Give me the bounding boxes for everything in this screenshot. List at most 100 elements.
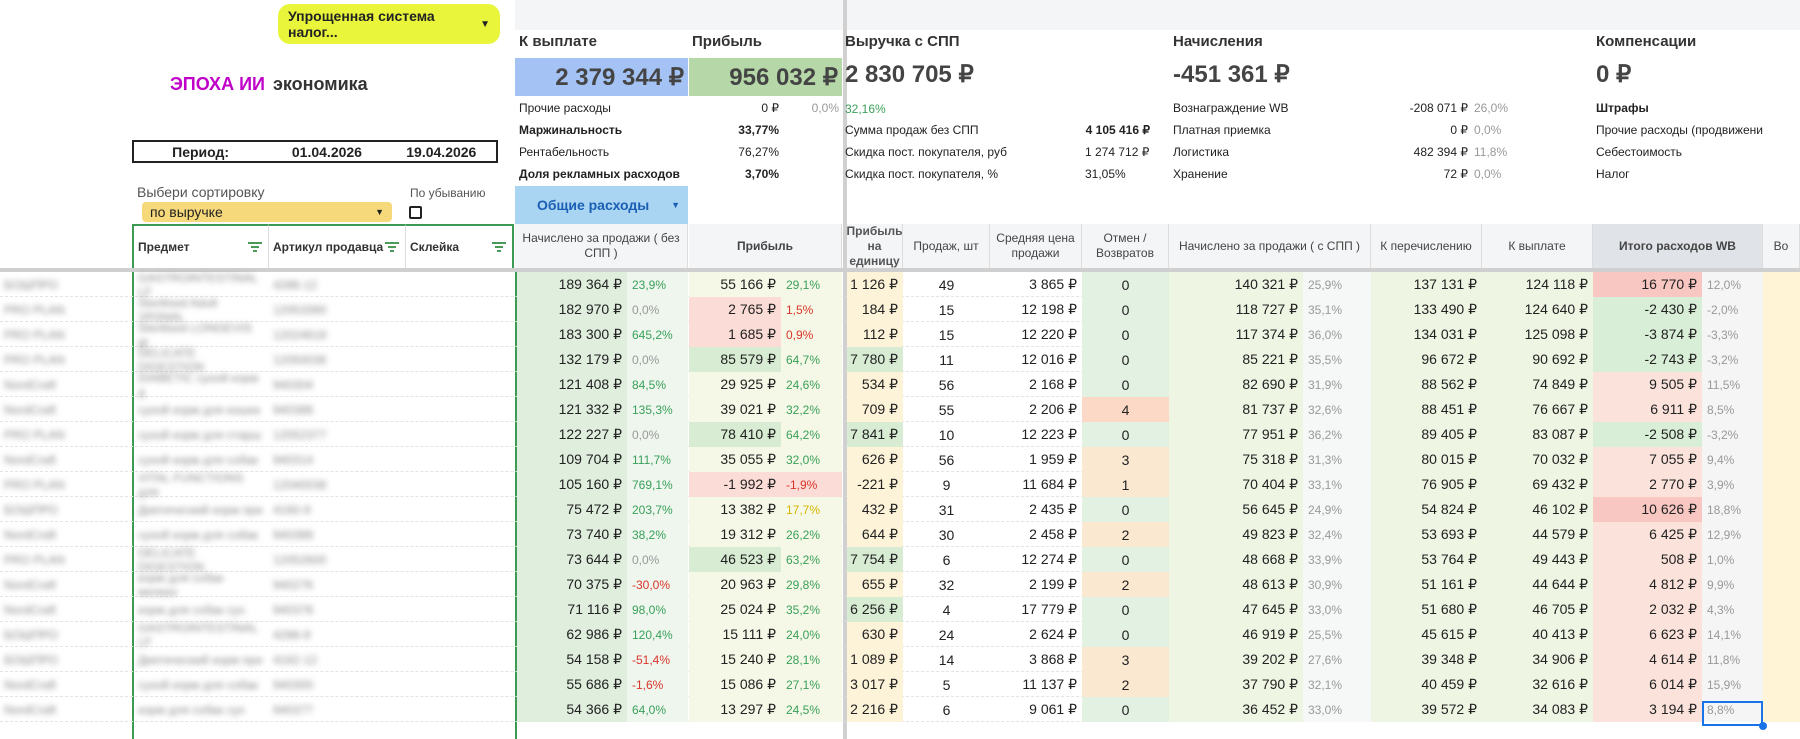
- cell-sales[interactable]: 6: [942, 551, 951, 568]
- cell-accrued-pct[interactable]: 203,7%: [627, 497, 688, 522]
- cell-article[interactable]: корм для собак сух: [138, 702, 245, 717]
- cell-subject[interactable]: БОШПРО: [4, 627, 58, 642]
- cell-glue[interactable]: 4162-12: [273, 652, 318, 667]
- cell-transfer[interactable]: 134 031 ₽: [1371, 322, 1482, 347]
- cell-subject[interactable]: PRO PLAN: [4, 327, 65, 342]
- cell-avg-price[interactable]: 12 223 ₽: [1021, 426, 1077, 442]
- cell-accrued-pct[interactable]: 64,0%: [627, 697, 688, 722]
- cell-accrued-spp[interactable]: 36 452 ₽: [1169, 697, 1303, 722]
- cell-wb-total[interactable]: 4 614 ₽: [1593, 647, 1702, 672]
- sort-select[interactable]: по выручке ▼: [142, 202, 392, 222]
- cell-transfer[interactable]: 88 451 ₽: [1371, 397, 1482, 422]
- col-wb-total[interactable]: Итого расходов WB: [1593, 224, 1763, 268]
- cell-avg-price[interactable]: 2 206 ₽: [1029, 401, 1077, 417]
- cell-transfer[interactable]: 54 824 ₽: [1371, 497, 1482, 522]
- cell-subject[interactable]: NordCraft: [4, 377, 57, 392]
- cell-glue[interactable]: 940314: [273, 452, 314, 467]
- cell-wb-pct[interactable]: 18,8%: [1702, 497, 1763, 522]
- cell-accrued-spp[interactable]: 48 613 ₽: [1169, 572, 1303, 597]
- cell-glue[interactable]: 4160-9: [273, 502, 311, 517]
- cell-glue[interactable]: 940378: [273, 602, 314, 617]
- cell-profit[interactable]: 39 021 ₽: [689, 397, 781, 422]
- cell-accrued-pct[interactable]: 0,0%: [627, 547, 688, 572]
- cell-unit-profit[interactable]: 3 017 ₽: [847, 672, 903, 697]
- cell-wb-pct[interactable]: 1,0%: [1702, 547, 1763, 572]
- cell-accrued-spp[interactable]: 46 919 ₽: [1169, 622, 1303, 647]
- cell-more[interactable]: [1763, 472, 1800, 497]
- cell-transfer[interactable]: 39 348 ₽: [1371, 647, 1482, 672]
- cell-more[interactable]: [1763, 347, 1800, 372]
- tax-system-select[interactable]: Упрощенная система налог... ▼: [278, 4, 500, 44]
- cell-more[interactable]: [1763, 572, 1800, 597]
- cell-accrued[interactable]: 121 408 ₽: [517, 372, 627, 397]
- cell-more[interactable]: [1763, 322, 1800, 347]
- col-glue[interactable]: Склейка: [406, 224, 514, 268]
- cell-glue[interactable]: 940304: [273, 377, 314, 392]
- cell-accrued-spp[interactable]: 117 374 ₽: [1169, 322, 1303, 347]
- cell-payout[interactable]: 70 032 ₽: [1482, 447, 1593, 472]
- cell-avg-price[interactable]: 12 220 ₽: [1021, 326, 1077, 342]
- cell-accrued[interactable]: 182 970 ₽: [517, 297, 627, 322]
- cell-accrued-pct[interactable]: -1,6%: [627, 672, 688, 697]
- cell-glue[interactable]: 12052600: [273, 552, 327, 567]
- cell-avg-price[interactable]: 11 684 ₽: [1022, 476, 1077, 492]
- cell-transfer[interactable]: 51 161 ₽: [1371, 572, 1482, 597]
- cell-payout[interactable]: 124 118 ₽: [1482, 272, 1593, 297]
- cell-accrued[interactable]: 73 740 ₽: [517, 522, 627, 547]
- cell-unit-profit[interactable]: 534 ₽: [847, 372, 903, 397]
- cell-returns[interactable]: 0: [1082, 322, 1169, 347]
- cell-subject[interactable]: NordCraft: [4, 577, 57, 592]
- cell-subject[interactable]: БОШПРО: [4, 277, 58, 292]
- cell-unit-profit[interactable]: 1 126 ₽: [847, 272, 903, 297]
- cell-profit-pct[interactable]: -1,9%: [781, 472, 842, 497]
- cell-more[interactable]: [1763, 297, 1800, 322]
- col-sales[interactable]: Продаж, шт: [903, 224, 990, 268]
- cell-more[interactable]: [1763, 672, 1800, 697]
- cell-wb-total[interactable]: 7 055 ₽: [1593, 447, 1702, 472]
- cell-wb-pct[interactable]: 15,9%: [1702, 672, 1763, 697]
- cell-payout[interactable]: 32 616 ₽: [1482, 672, 1593, 697]
- cell-profit-pct[interactable]: 0,9%: [781, 322, 842, 347]
- cell-profit[interactable]: 46 523 ₽: [689, 547, 781, 572]
- cell-returns[interactable]: 0: [1082, 597, 1169, 622]
- cell-sales[interactable]: 6: [942, 701, 951, 718]
- col-payout[interactable]: К выплате: [1482, 224, 1593, 268]
- cell-accrued-spp-pct[interactable]: 30,9%: [1303, 572, 1371, 597]
- cell-avg-price[interactable]: 12 016 ₽: [1021, 351, 1077, 367]
- cell-accrued-spp-pct[interactable]: 25,9%: [1303, 272, 1371, 297]
- cell-wb-pct[interactable]: 3,9%: [1702, 472, 1763, 497]
- cell-subject[interactable]: NordCraft: [4, 702, 57, 717]
- cell-profit[interactable]: -1 992 ₽: [689, 472, 781, 497]
- cell-wb-pct[interactable]: 8,5%: [1702, 397, 1763, 422]
- cell-article[interactable]: DELICATE DIGESTION: [138, 345, 205, 374]
- cell-accrued-pct[interactable]: -30,0%: [627, 572, 688, 597]
- col-avg-price[interactable]: Средняя цена продажи: [990, 224, 1082, 268]
- cell-accrued-spp[interactable]: 75 318 ₽: [1169, 447, 1303, 472]
- cell-avg-price[interactable]: 12 198 ₽: [1021, 301, 1077, 317]
- cell-wb-total[interactable]: 2 032 ₽: [1593, 597, 1702, 622]
- cell-wb-pct[interactable]: 9,9%: [1702, 572, 1763, 597]
- cell-accrued[interactable]: 54 366 ₽: [517, 697, 627, 722]
- cell-sales[interactable]: 15: [938, 326, 955, 343]
- cell-avg-price[interactable]: 2 199 ₽: [1029, 576, 1077, 592]
- cell-more[interactable]: [1763, 397, 1800, 422]
- cell-accrued[interactable]: 189 364 ₽: [517, 272, 627, 297]
- cell-accrued-spp-pct[interactable]: 27,6%: [1303, 647, 1371, 672]
- cell-article[interactable]: Диетический корм при: [138, 502, 263, 517]
- col-returns[interactable]: Отмен / Возвратов: [1082, 224, 1169, 268]
- cell-sales[interactable]: 14: [938, 651, 955, 668]
- cell-profit[interactable]: 13 382 ₽: [689, 497, 781, 522]
- cell-more[interactable]: [1763, 647, 1800, 672]
- cell-profit[interactable]: 15 086 ₽: [689, 672, 781, 697]
- cell-wb-total[interactable]: 16 770 ₽: [1593, 272, 1702, 297]
- cell-wb-pct[interactable]: 14,1%: [1702, 622, 1763, 647]
- cell-accrued-pct[interactable]: 38,2%: [627, 522, 688, 547]
- cell-transfer[interactable]: 89 405 ₽: [1371, 422, 1482, 447]
- cell-unit-profit[interactable]: 2 216 ₽: [847, 697, 903, 722]
- cell-subject[interactable]: NordCraft: [4, 602, 57, 617]
- cell-returns[interactable]: 3: [1082, 447, 1169, 472]
- cell-more[interactable]: [1763, 522, 1800, 547]
- cell-sales[interactable]: 4: [942, 601, 951, 618]
- cell-profit-pct[interactable]: 26,2%: [781, 522, 842, 547]
- cell-payout[interactable]: 76 667 ₽: [1482, 397, 1593, 422]
